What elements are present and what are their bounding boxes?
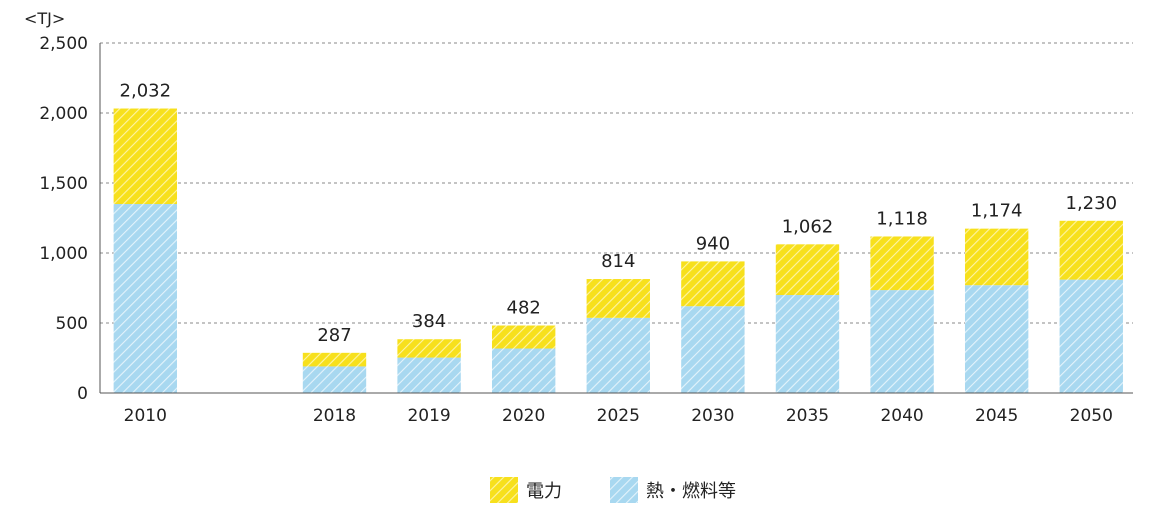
y-tick-label: 2,500 bbox=[39, 34, 88, 54]
x-tick-label: 2030 bbox=[691, 406, 734, 426]
total-labels: 2,032 287 384 482 814 940 1,062 1,118 1,174 1,230 bbox=[120, 81, 1118, 346]
legend-label-power: 電力 bbox=[526, 481, 562, 502]
bar-segment-heat-fuel bbox=[586, 317, 650, 393]
total-label: 482 bbox=[507, 298, 541, 319]
y-axis-ticks: 0 500 1,000 1,500 2,000 2,500 bbox=[39, 34, 88, 404]
bar-segment-heat-fuel bbox=[397, 357, 461, 393]
bar-segment-power bbox=[113, 108, 177, 204]
legend-swatch-heat-fuel bbox=[610, 477, 638, 503]
bar-segment-heat-fuel bbox=[775, 295, 840, 393]
y-tick-label: 0 bbox=[77, 384, 88, 404]
y-tick-label: 500 bbox=[56, 314, 88, 334]
legend-swatch-power bbox=[490, 477, 518, 503]
total-label: 814 bbox=[601, 251, 635, 272]
total-label: 2,032 bbox=[120, 81, 172, 102]
bars bbox=[113, 108, 1123, 393]
axes bbox=[99, 43, 1133, 394]
total-label: 1,174 bbox=[971, 201, 1023, 222]
bar-segment-heat-fuel bbox=[1059, 279, 1123, 393]
x-tick-label: 2050 bbox=[1070, 406, 1113, 426]
y-tick-label: 1,000 bbox=[39, 244, 88, 264]
x-tick-label: 2025 bbox=[597, 406, 640, 426]
x-tick-label: 2020 bbox=[502, 406, 545, 426]
total-label: 1,230 bbox=[1066, 193, 1118, 214]
bar-segment-power bbox=[302, 352, 367, 367]
y-tick-label: 1,500 bbox=[39, 174, 88, 194]
bar-segment-power bbox=[397, 339, 461, 358]
total-label: 287 bbox=[317, 325, 351, 346]
bar-segment-power bbox=[775, 244, 840, 295]
bar-segment-power bbox=[1059, 220, 1123, 280]
x-axis-ticks: 2010 2018 2019 2020 2025 2030 2035 2040 2045 2050 bbox=[124, 406, 1113, 426]
x-tick-label: 2040 bbox=[880, 406, 923, 426]
bar-segment-power bbox=[491, 325, 556, 349]
bar-segment-heat-fuel bbox=[302, 366, 367, 393]
total-label: 1,118 bbox=[876, 208, 928, 229]
legend-label-heat-fuel: 熱・燃料等 bbox=[646, 481, 736, 502]
legend: 電力 熱・燃料等 bbox=[490, 477, 736, 503]
bar-segment-heat-fuel bbox=[113, 204, 177, 393]
bar-segment-heat-fuel bbox=[964, 285, 1029, 393]
x-tick-label: 2018 bbox=[313, 406, 356, 426]
x-tick-label: 2045 bbox=[975, 406, 1018, 426]
x-tick-label: 2019 bbox=[407, 406, 450, 426]
x-tick-label: 2035 bbox=[786, 406, 829, 426]
bar-segment-heat-fuel bbox=[491, 348, 556, 393]
y-tick-label: 2,000 bbox=[39, 104, 88, 124]
bar-segment-heat-fuel bbox=[681, 306, 745, 393]
total-label: 1,062 bbox=[782, 216, 834, 237]
total-label: 384 bbox=[412, 311, 446, 332]
y-axis-unit-label: <TJ> bbox=[24, 9, 65, 28]
bar-segment-power bbox=[964, 228, 1029, 286]
bar-segment-power bbox=[870, 236, 934, 291]
bar-segment-power bbox=[586, 279, 650, 318]
x-tick-label: 2010 bbox=[124, 406, 167, 426]
bar-segment-heat-fuel bbox=[870, 290, 934, 393]
bar-segment-power bbox=[681, 261, 745, 307]
total-label: 940 bbox=[696, 233, 730, 254]
